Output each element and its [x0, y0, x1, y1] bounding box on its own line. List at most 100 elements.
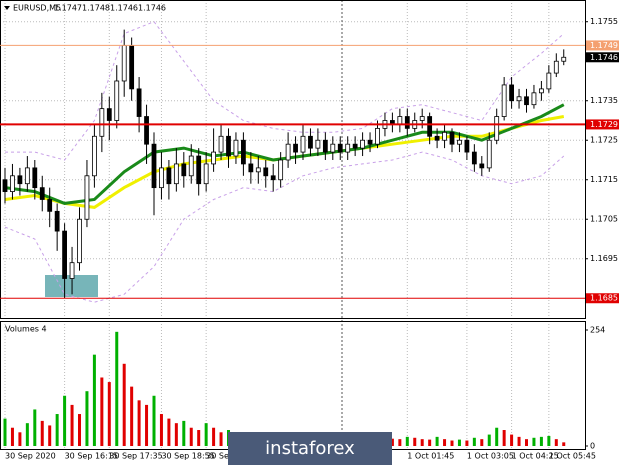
- volume-bar: [502, 430, 506, 446]
- candle-body: [248, 163, 254, 173]
- volume-bar: [33, 409, 37, 446]
- y-tick-label: 1.1715: [590, 175, 618, 184]
- volume-bar: [443, 439, 447, 446]
- candle-body: [516, 96, 522, 102]
- volume-bar: [182, 420, 186, 446]
- level-label-box: [586, 293, 619, 304]
- volume-bar: [137, 400, 141, 446]
- x-tick-label: 30 Sep 18:55: [161, 452, 214, 461]
- candle-body: [442, 131, 447, 141]
- candle-body: [255, 167, 261, 173]
- candle-body: [330, 143, 336, 153]
- candle-body: [270, 175, 276, 181]
- volume-bar: [517, 436, 521, 446]
- candle-body: [278, 159, 284, 181]
- volume-bar: [212, 427, 216, 446]
- volume-bar: [398, 439, 402, 446]
- volume-bar: [159, 414, 163, 446]
- candle-body: [300, 135, 306, 153]
- volume-bar: [78, 414, 81, 446]
- candle-body: [315, 139, 321, 149]
- volume-bar: [48, 425, 52, 446]
- candle-body: [464, 139, 470, 153]
- candle-body: [240, 139, 246, 165]
- x-tick-label: 1 Oct 04:25: [512, 452, 559, 461]
- volume-bar: [40, 420, 44, 446]
- candle-body: [39, 187, 45, 200]
- volume-bar: [122, 363, 126, 446]
- volume-bar: [92, 354, 96, 446]
- candle-body: [24, 167, 30, 185]
- header-low: 1.1746: [110, 4, 138, 13]
- x-tick-label: 1 Oct 03:05: [467, 452, 514, 461]
- volume-bar: [145, 404, 149, 446]
- volume-bar: [18, 432, 22, 446]
- volume-bar: [405, 436, 409, 446]
- volume-bar: [510, 434, 514, 446]
- candle-body: [285, 143, 291, 161]
- chart-title: EURUSD,M5: [13, 4, 61, 13]
- candle-body: [479, 163, 485, 169]
- candle-body: [181, 163, 187, 177]
- volume-bar: [152, 395, 156, 446]
- candle-body: [77, 218, 82, 264]
- candle-body: [114, 80, 120, 121]
- volume-bar: [435, 436, 439, 446]
- volume-bar: [130, 386, 134, 446]
- candle-body: [106, 108, 112, 121]
- candle-body: [84, 175, 90, 220]
- header-close: 1.1746: [138, 4, 166, 13]
- candle-body: [151, 143, 157, 189]
- candle-body: [226, 135, 231, 157]
- volume-bar: [189, 427, 193, 446]
- last-price-box: [586, 52, 619, 63]
- watermark-box: [228, 432, 392, 465]
- volume-bar: [55, 414, 59, 446]
- candle-body: [457, 139, 462, 145]
- candle-body: [144, 116, 149, 145]
- level-label: 1.1729: [590, 120, 618, 129]
- candle-body: [419, 116, 425, 121]
- volume-bar: [428, 439, 432, 446]
- price-frame: [0, 0, 586, 319]
- volume-bar: [390, 438, 394, 446]
- candle-body: [509, 84, 515, 102]
- volume-bar: [562, 442, 566, 446]
- header-high: 1.1748: [82, 4, 110, 13]
- candle-body: [159, 167, 164, 189]
- level-label: 1.1685: [590, 294, 618, 303]
- candle-body: [427, 116, 433, 137]
- candle-body: [62, 230, 67, 279]
- last-price-label: 1.1746: [590, 53, 618, 62]
- y-tick-label: 1.1705: [590, 215, 618, 224]
- candle-body: [404, 116, 410, 129]
- x-tick-label: 1 Oct 01:45: [407, 452, 454, 461]
- candle-body: [17, 175, 23, 185]
- x-tick-label: 1 Oct 05:45: [549, 452, 596, 461]
- volume-bar: [420, 439, 424, 446]
- candle-body: [449, 131, 455, 145]
- candle-body: [494, 116, 500, 141]
- candle-body: [337, 143, 343, 153]
- candle-body: [360, 139, 366, 149]
- y-tick-label: 1.1725: [590, 136, 618, 145]
- y-tick-label: 1.1735: [590, 96, 618, 105]
- candle-body: [375, 127, 380, 145]
- volume-bar: [115, 331, 119, 446]
- candle-body: [47, 199, 53, 212]
- volume-bar: [480, 439, 484, 446]
- volume-bar: [167, 418, 171, 446]
- candle-body: [136, 88, 142, 117]
- volume-bar: [554, 439, 558, 446]
- candle-body: [2, 179, 8, 192]
- candle-body: [322, 139, 328, 153]
- candle-body: [486, 139, 492, 169]
- candle-body: [539, 88, 544, 94]
- volume-bar: [85, 391, 89, 446]
- candle-body: [196, 155, 202, 185]
- y-tick-label: 1.1695: [590, 254, 618, 263]
- candle-body: [501, 84, 507, 117]
- plot: [2, 21, 567, 303]
- level-label-box: [586, 119, 619, 130]
- candle-body: [345, 143, 351, 153]
